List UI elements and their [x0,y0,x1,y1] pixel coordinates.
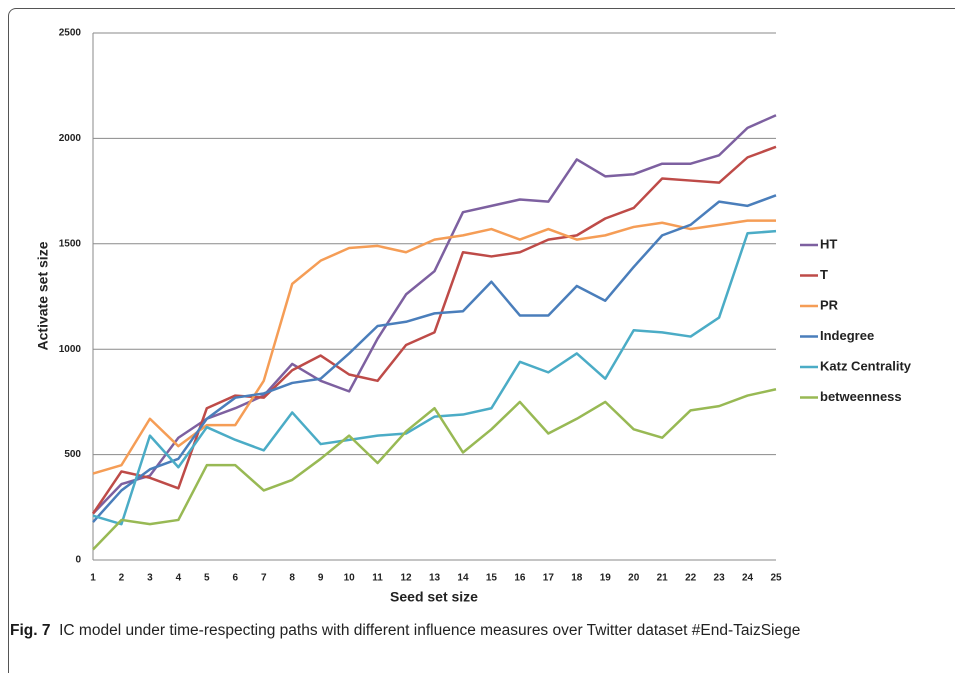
caption: Fig. 7 IC model under time-respecting pa… [10,620,935,642]
series-line [92,229,777,526]
y-axis-label: Activate set size [35,241,51,350]
x-tick-label: 16 [514,573,526,584]
x-axis-label: Seed set size [390,589,478,605]
x-tick-label: 17 [543,573,555,584]
x-tick-label: 6 [233,573,239,584]
x-tick-label: 18 [571,573,583,584]
legend-label: Katz Centrality [820,358,912,373]
series-line [92,194,777,523]
x-tick-label: 22 [685,573,697,584]
x-tick-label: 24 [742,573,754,584]
x-tick-label: 25 [770,573,782,584]
caption-label: Fig. 7 [10,622,51,639]
chart: Activate set size Seed set size 0 500 1000… [35,28,912,605]
x-tick-label: 20 [628,573,640,584]
legend-label: T [820,267,828,282]
series-line [91,145,777,515]
y-tick-label: 1000 [59,344,82,355]
x-tick-label: 10 [344,573,356,584]
x-tick-label: 14 [457,573,469,584]
x-tick-label: 23 [714,573,726,584]
series-line [92,219,776,475]
series-line [92,388,777,551]
x-tick-label: 13 [429,573,441,584]
x-tick-label: 1 [90,573,96,584]
frame [8,8,955,673]
x-tick-label: 7 [261,573,267,584]
legend-label: Indegree [820,328,874,343]
x-tick-label: 3 [147,573,153,584]
y-tick-label: 1500 [59,238,82,249]
x-tick-label: 9 [318,573,324,584]
x-tick-label: 5 [204,573,210,584]
x-tick-label: 15 [486,573,498,584]
y-tick-label: 2000 [59,133,82,144]
legend-label: betweenness [820,389,902,404]
legend-label: HT [820,236,837,251]
y-tick-label: 2500 [59,28,82,39]
caption-text: IC model under time-respecting paths wit… [59,622,801,639]
x-tick-label: 12 [400,573,412,584]
x-tick-label: 19 [600,573,612,584]
y-tick-label: 0 [75,555,81,566]
x-tick-label: 11 [372,573,383,584]
y-tick-label: 500 [64,449,81,460]
x-tick-label: 21 [657,573,669,584]
x-tick-label: 4 [176,573,182,584]
x-tick-label: 2 [119,573,125,584]
x-tick-label: 8 [289,573,295,584]
legend-label: PR [820,297,839,312]
